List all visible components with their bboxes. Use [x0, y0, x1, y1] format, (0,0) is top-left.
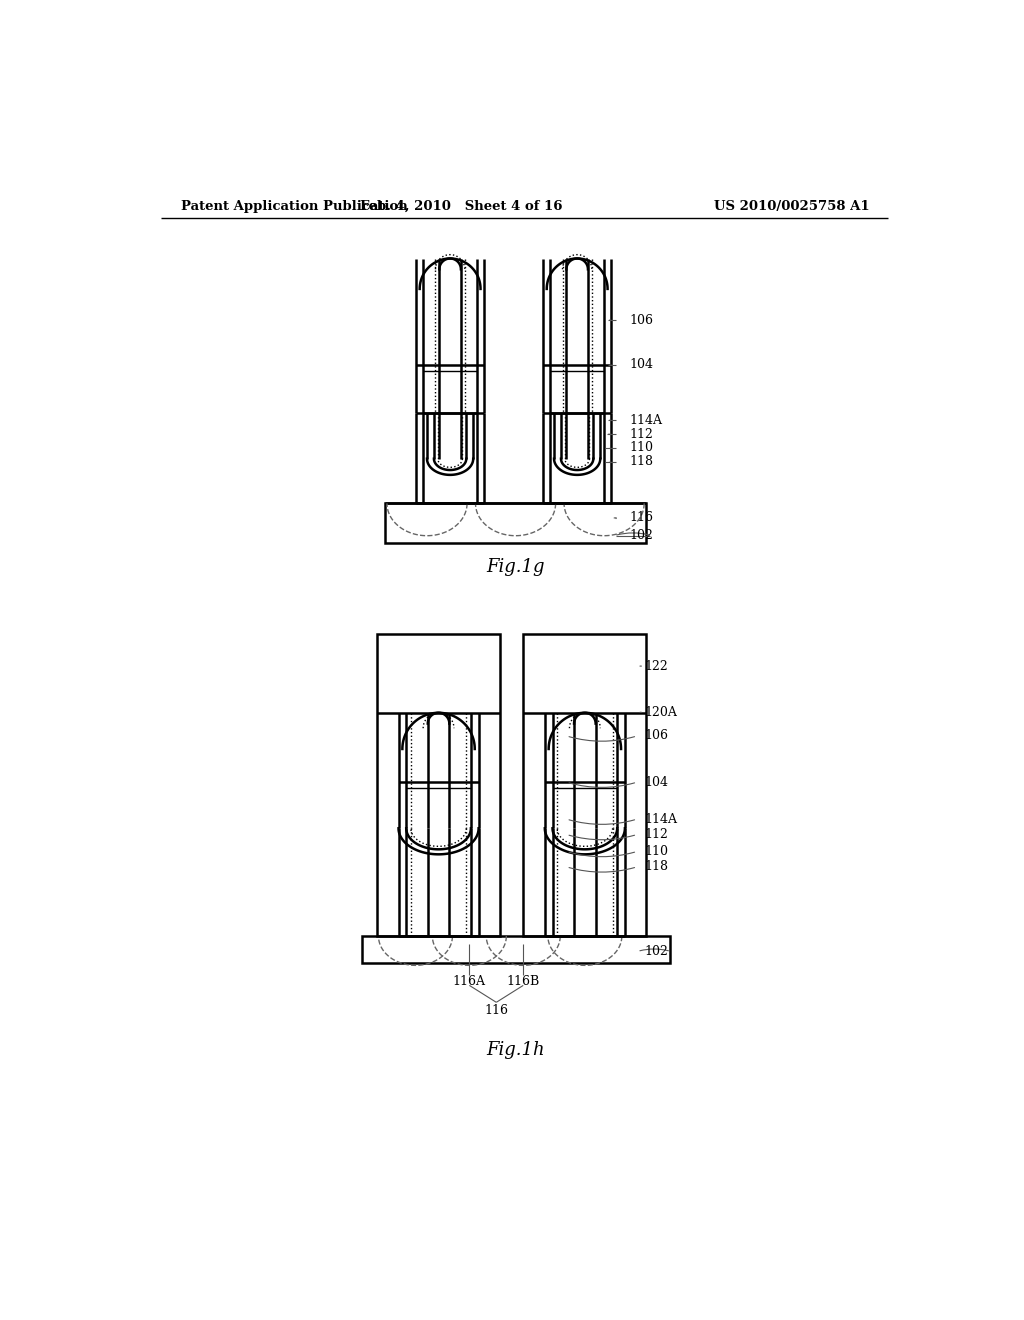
Bar — [377, 635, 500, 936]
Text: Patent Application Publication: Patent Application Publication — [180, 199, 408, 213]
Text: 118: 118 — [645, 861, 669, 874]
Text: 102: 102 — [645, 945, 669, 958]
Text: 116: 116 — [630, 511, 653, 524]
Text: 106: 106 — [630, 314, 653, 326]
Text: 122: 122 — [645, 660, 669, 673]
Text: 104: 104 — [645, 776, 669, 788]
Bar — [361, 936, 670, 964]
Text: Fig.1g: Fig.1g — [486, 557, 545, 576]
Text: 104: 104 — [630, 358, 653, 371]
Bar — [385, 503, 646, 544]
Text: US 2010/0025758 A1: US 2010/0025758 A1 — [714, 199, 869, 213]
Text: Feb. 4, 2010   Sheet 4 of 16: Feb. 4, 2010 Sheet 4 of 16 — [360, 199, 563, 213]
Text: 102: 102 — [630, 529, 653, 543]
Text: 112: 112 — [645, 828, 669, 841]
Text: 116: 116 — [484, 1003, 508, 1016]
Text: 114A: 114A — [630, 413, 663, 426]
Bar — [523, 635, 646, 936]
Text: 110: 110 — [645, 845, 669, 858]
Text: 112: 112 — [630, 428, 653, 441]
Text: 116A: 116A — [453, 974, 485, 987]
Text: 110: 110 — [630, 441, 653, 454]
Text: 118: 118 — [630, 455, 653, 469]
Text: 116B: 116B — [507, 974, 540, 987]
Text: 106: 106 — [645, 730, 669, 742]
Text: Fig.1h: Fig.1h — [486, 1041, 545, 1059]
Text: 114A: 114A — [645, 813, 678, 825]
Text: 120A: 120A — [645, 706, 678, 719]
